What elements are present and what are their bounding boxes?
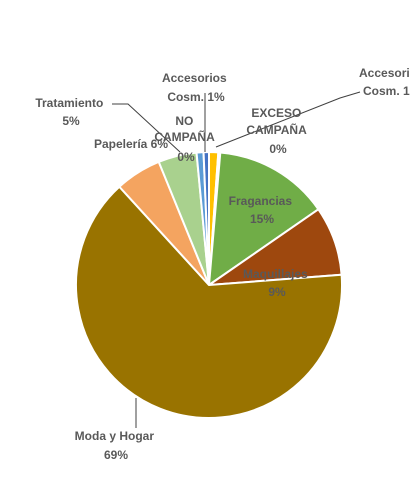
leader-line-tratamiento (112, 103, 181, 153)
pie-slices (75, 150, 344, 419)
data-label-accesorios-cosm-b: Accesori Cosm. 1 (359, 66, 410, 98)
data-label-fragancias: Fragancias 15% (229, 194, 296, 226)
pie-slice-2 (207, 151, 320, 288)
pie-slice-8 (202, 150, 210, 286)
data-label-maquillajes: Maquillajes 9% (243, 267, 311, 299)
data-label-accesorios-cosm-a: Accesorios Cosm. 1% (162, 71, 230, 104)
data-label-exceso-campana: EXCESO CAMPAÑA 0% (246, 106, 309, 156)
leader-line-accesorios-cosm-b (215, 91, 361, 148)
data-label-no-campana: NO CAMPAÑA 0% (154, 114, 217, 164)
data-label-papeleria: Papelería 6% (94, 137, 168, 151)
data-label-moda-y-hogar: Moda y Hogar 69% (75, 429, 158, 462)
data-label-tratamiento: Tratamiento 5% (35, 96, 106, 128)
pie-slice-4 (75, 185, 344, 419)
